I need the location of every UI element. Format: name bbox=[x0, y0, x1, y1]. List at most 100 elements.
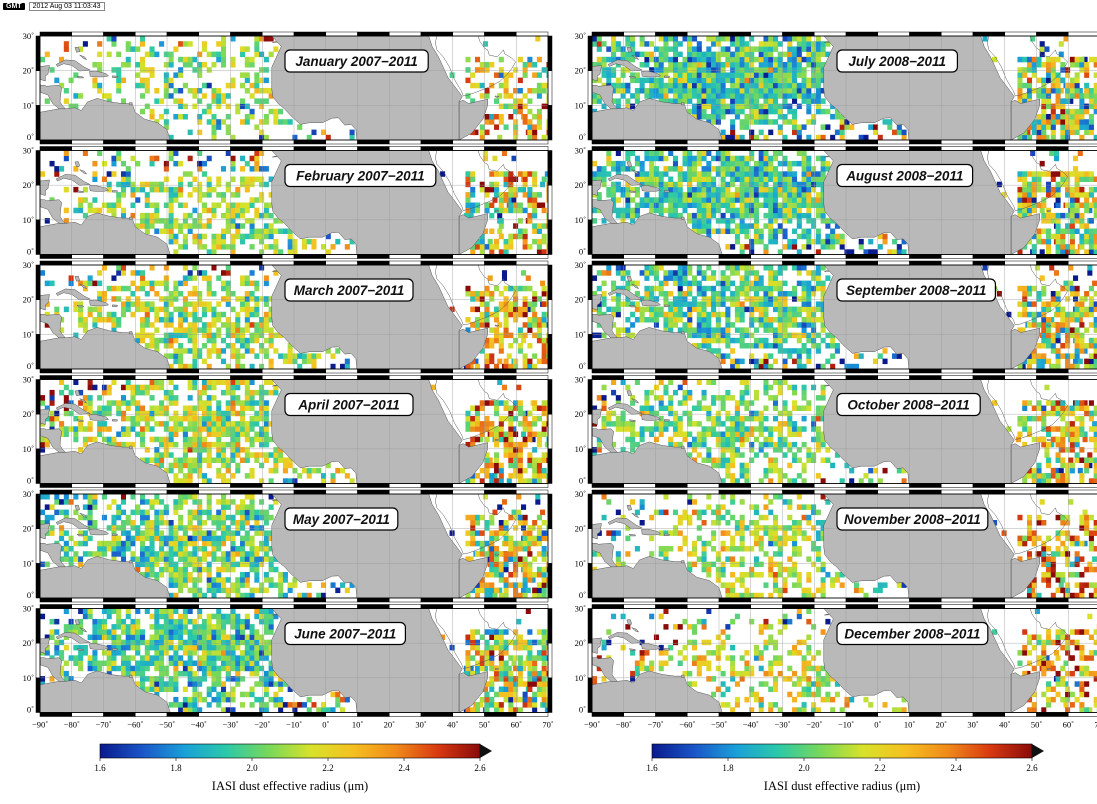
lon-tick-label: −20˚ bbox=[254, 720, 270, 730]
data-cell bbox=[87, 384, 93, 391]
data-cell bbox=[206, 275, 212, 281]
data-cell bbox=[340, 582, 346, 588]
data-cell bbox=[513, 566, 519, 573]
data-cell bbox=[706, 82, 712, 89]
data-cell bbox=[168, 93, 174, 99]
data-cell bbox=[106, 670, 112, 677]
data-cell bbox=[206, 421, 212, 427]
data-cell bbox=[159, 650, 165, 656]
data-cell bbox=[1088, 119, 1094, 125]
data-cell bbox=[541, 103, 547, 110]
data-cell bbox=[273, 244, 279, 250]
data-cell bbox=[201, 556, 207, 562]
data-cell bbox=[92, 525, 98, 531]
data-cell bbox=[672, 88, 679, 94]
data-cell bbox=[701, 98, 707, 104]
data-cell bbox=[653, 197, 659, 203]
data-cell bbox=[522, 644, 528, 651]
data-cell bbox=[273, 228, 279, 234]
data-cell bbox=[111, 629, 117, 635]
data-cell bbox=[163, 421, 169, 427]
data-cell bbox=[611, 46, 617, 52]
data-cell bbox=[106, 608, 112, 614]
data-cell bbox=[140, 306, 146, 313]
data-cell bbox=[111, 212, 117, 219]
data-cell bbox=[1065, 124, 1071, 130]
data-cell bbox=[130, 556, 136, 562]
data-cell bbox=[263, 655, 269, 661]
lat-tick-label: 30˚ bbox=[23, 375, 35, 385]
data-cell bbox=[130, 181, 136, 188]
data-cell bbox=[492, 592, 498, 598]
data-cell bbox=[465, 285, 471, 292]
data-cell bbox=[192, 363, 198, 369]
data-cell bbox=[240, 202, 246, 208]
data-cell bbox=[668, 98, 674, 104]
data-cell bbox=[197, 400, 203, 406]
data-cell bbox=[521, 431, 527, 437]
data-cell bbox=[173, 218, 179, 224]
data-cell bbox=[178, 520, 184, 526]
data-cell bbox=[468, 212, 474, 219]
data-cell bbox=[532, 707, 538, 713]
data-cell bbox=[796, 41, 802, 47]
data-cell bbox=[517, 696, 523, 703]
data-cell bbox=[220, 473, 227, 479]
data-cell bbox=[82, 405, 88, 411]
data-cell bbox=[97, 317, 103, 323]
data-cell bbox=[801, 46, 807, 52]
data-cell bbox=[240, 332, 246, 339]
data-cell bbox=[168, 62, 174, 68]
data-cell bbox=[1065, 82, 1071, 89]
data-cell bbox=[806, 134, 812, 140]
data-cell bbox=[263, 337, 269, 344]
data-cell bbox=[592, 207, 598, 214]
data-cell bbox=[522, 176, 528, 182]
data-cell bbox=[470, 129, 476, 136]
data-cell bbox=[163, 686, 169, 692]
data-cell bbox=[677, 171, 683, 177]
landmass bbox=[40, 428, 66, 453]
data-cell bbox=[249, 473, 255, 479]
data-cell bbox=[249, 395, 255, 401]
data-cell bbox=[168, 592, 174, 598]
data-cell bbox=[470, 587, 476, 594]
data-cell bbox=[206, 108, 212, 115]
data-cell bbox=[1084, 129, 1090, 136]
data-cell bbox=[465, 176, 471, 182]
data-cell bbox=[479, 650, 485, 656]
data-cell bbox=[484, 587, 490, 594]
data-cell bbox=[494, 441, 500, 448]
data-cell bbox=[503, 249, 509, 255]
data-cell bbox=[240, 223, 246, 229]
data-cell bbox=[330, 707, 336, 713]
data-cell bbox=[254, 639, 260, 646]
data-cell bbox=[844, 119, 850, 125]
data-cell bbox=[154, 343, 160, 349]
data-cell bbox=[149, 301, 155, 307]
data-cell bbox=[796, 51, 802, 58]
data-cell bbox=[240, 280, 246, 287]
data-cell bbox=[201, 332, 207, 339]
data-cell bbox=[206, 327, 212, 333]
data-cell bbox=[206, 426, 212, 432]
data-cell bbox=[101, 540, 107, 547]
data-cell bbox=[211, 348, 217, 354]
data-cell bbox=[268, 358, 274, 365]
data-cell bbox=[470, 530, 476, 536]
data-cell bbox=[149, 535, 155, 542]
landmass bbox=[79, 627, 88, 633]
data-cell bbox=[1041, 98, 1047, 104]
lat-tick-label: 20˚ bbox=[23, 66, 35, 76]
data-cell bbox=[787, 51, 793, 58]
data-cell bbox=[244, 337, 250, 344]
data-cell bbox=[182, 56, 188, 63]
data-cell bbox=[479, 93, 485, 99]
data-cell bbox=[820, 62, 826, 68]
landmass bbox=[494, 668, 500, 671]
data-cell bbox=[201, 343, 207, 349]
data-cell bbox=[244, 301, 250, 307]
lat-tick-label: 10˚ bbox=[23, 444, 35, 454]
data-cell bbox=[154, 561, 160, 568]
data-cell bbox=[97, 624, 103, 630]
